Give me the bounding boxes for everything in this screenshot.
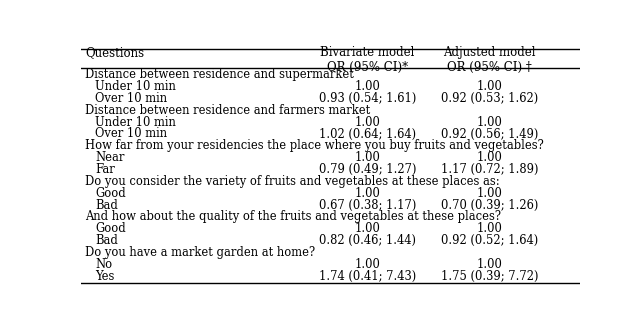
Text: Yes: Yes — [95, 270, 115, 283]
Text: Bad: Bad — [95, 199, 118, 212]
Text: 1.00: 1.00 — [477, 222, 503, 235]
Text: How far from your residencies the place where you buy fruits and vegetables?: How far from your residencies the place … — [86, 139, 544, 152]
Text: 0.92 (0.56; 1.49): 0.92 (0.56; 1.49) — [441, 128, 538, 141]
Text: Bad: Bad — [95, 234, 118, 247]
Text: 0.70 (0.39; 1.26): 0.70 (0.39; 1.26) — [441, 199, 538, 212]
Text: Questions: Questions — [86, 46, 145, 59]
Text: Good: Good — [95, 187, 126, 200]
Text: 1.00: 1.00 — [355, 187, 381, 200]
Text: And how about the quality of the fruits and vegetables at these places?: And how about the quality of the fruits … — [86, 211, 502, 224]
Text: Good: Good — [95, 222, 126, 235]
Text: Adjusted model
OR (95% CI) †: Adjusted model OR (95% CI) † — [444, 46, 536, 75]
Text: 1.00: 1.00 — [477, 116, 503, 129]
Text: Under 10 min: Under 10 min — [95, 116, 176, 129]
Text: 1.00: 1.00 — [355, 258, 381, 271]
Text: 1.74 (0.41; 7.43): 1.74 (0.41; 7.43) — [319, 270, 416, 283]
Text: 0.92 (0.52; 1.64): 0.92 (0.52; 1.64) — [441, 234, 538, 247]
Text: 1.17 (0.72; 1.89): 1.17 (0.72; 1.89) — [441, 163, 538, 176]
Text: 0.93 (0.54; 1.61): 0.93 (0.54; 1.61) — [319, 92, 416, 105]
Text: Under 10 min: Under 10 min — [95, 80, 176, 93]
Text: 1.00: 1.00 — [477, 151, 503, 164]
Text: 0.92 (0.53; 1.62): 0.92 (0.53; 1.62) — [441, 92, 538, 105]
Text: 0.82 (0.46; 1.44): 0.82 (0.46; 1.44) — [319, 234, 416, 247]
Text: No: No — [95, 258, 113, 271]
Text: 1.00: 1.00 — [477, 80, 503, 93]
Text: 1.00: 1.00 — [477, 258, 503, 271]
Text: Do you have a market garden at home?: Do you have a market garden at home? — [86, 246, 316, 259]
Text: 1.00: 1.00 — [355, 80, 381, 93]
Text: Do you consider the variety of fruits and vegetables at these places as:: Do you consider the variety of fruits an… — [86, 175, 500, 188]
Text: Over 10 min: Over 10 min — [95, 128, 167, 141]
Text: Far: Far — [95, 163, 115, 176]
Text: Distance between residence and supermarket: Distance between residence and supermark… — [86, 68, 354, 81]
Text: 1.75 (0.39; 7.72): 1.75 (0.39; 7.72) — [441, 270, 538, 283]
Text: 1.00: 1.00 — [477, 187, 503, 200]
Text: 0.67 (0.38; 1.17): 0.67 (0.38; 1.17) — [319, 199, 416, 212]
Text: 1.02 (0.64; 1.64): 1.02 (0.64; 1.64) — [319, 128, 416, 141]
Text: 1.00: 1.00 — [355, 222, 381, 235]
Text: 1.00: 1.00 — [355, 116, 381, 129]
Text: 0.79 (0.49; 1.27): 0.79 (0.49; 1.27) — [319, 163, 416, 176]
Text: Distance between residence and farmers market: Distance between residence and farmers m… — [86, 104, 371, 117]
Text: Near: Near — [95, 151, 125, 164]
Text: Over 10 min: Over 10 min — [95, 92, 167, 105]
Text: Bivariate model
OR (95% CI)*: Bivariate model OR (95% CI)* — [320, 46, 415, 75]
Text: 1.00: 1.00 — [355, 151, 381, 164]
